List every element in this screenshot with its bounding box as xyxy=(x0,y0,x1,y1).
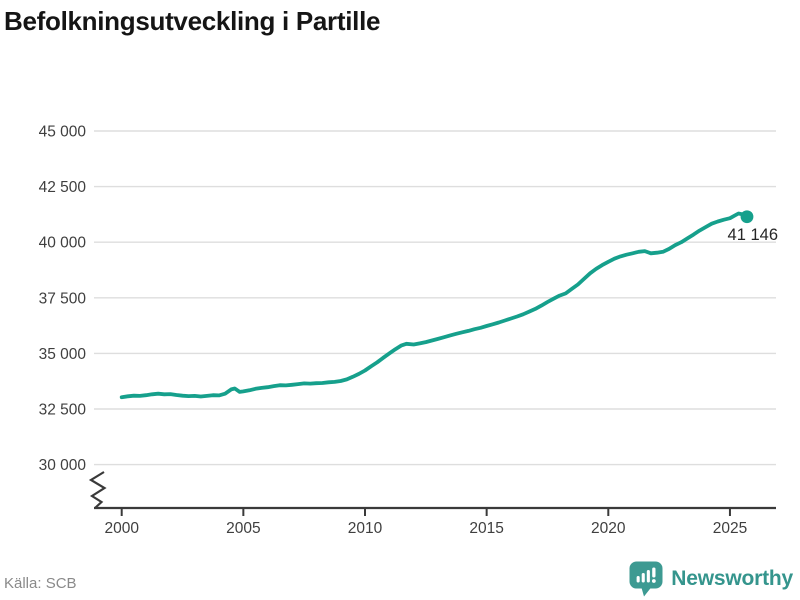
x-axis-tick-label: 2025 xyxy=(713,520,747,537)
y-axis-tick-label: 40 000 xyxy=(39,235,87,252)
last-point-marker xyxy=(740,210,754,224)
chart-title: Befolkningsutveckling i Partille xyxy=(4,6,381,36)
newsworthy-logo: Newsworthy xyxy=(629,561,793,597)
y-axis-tick-label: 30 000 xyxy=(39,457,87,474)
x-axis-tick-label: 2000 xyxy=(104,520,139,537)
y-axis-tick-label: 42 500 xyxy=(39,179,87,196)
y-axis-tick-label: 32 500 xyxy=(39,402,87,419)
x-axis-tick-label: 2015 xyxy=(469,520,503,537)
x-axis-tick-label: 2020 xyxy=(591,520,626,537)
y-axis-tick-label: 37 500 xyxy=(39,290,87,307)
x-axis-tick-label: 2010 xyxy=(348,520,383,537)
population-line xyxy=(119,211,749,400)
last-value-label: 41 146 xyxy=(728,226,778,244)
source-caption: Källa: SCB xyxy=(4,575,77,592)
newsworthy-wordmark: Newsworthy xyxy=(671,567,793,590)
y-axis-tick-label: 35 000 xyxy=(39,346,87,363)
axis-break-icon xyxy=(88,471,107,509)
x-axis-tick-label: 2005 xyxy=(226,520,260,537)
newsworthy-icon xyxy=(629,561,663,597)
y-axis-tick-label: 45 000 xyxy=(39,124,87,141)
